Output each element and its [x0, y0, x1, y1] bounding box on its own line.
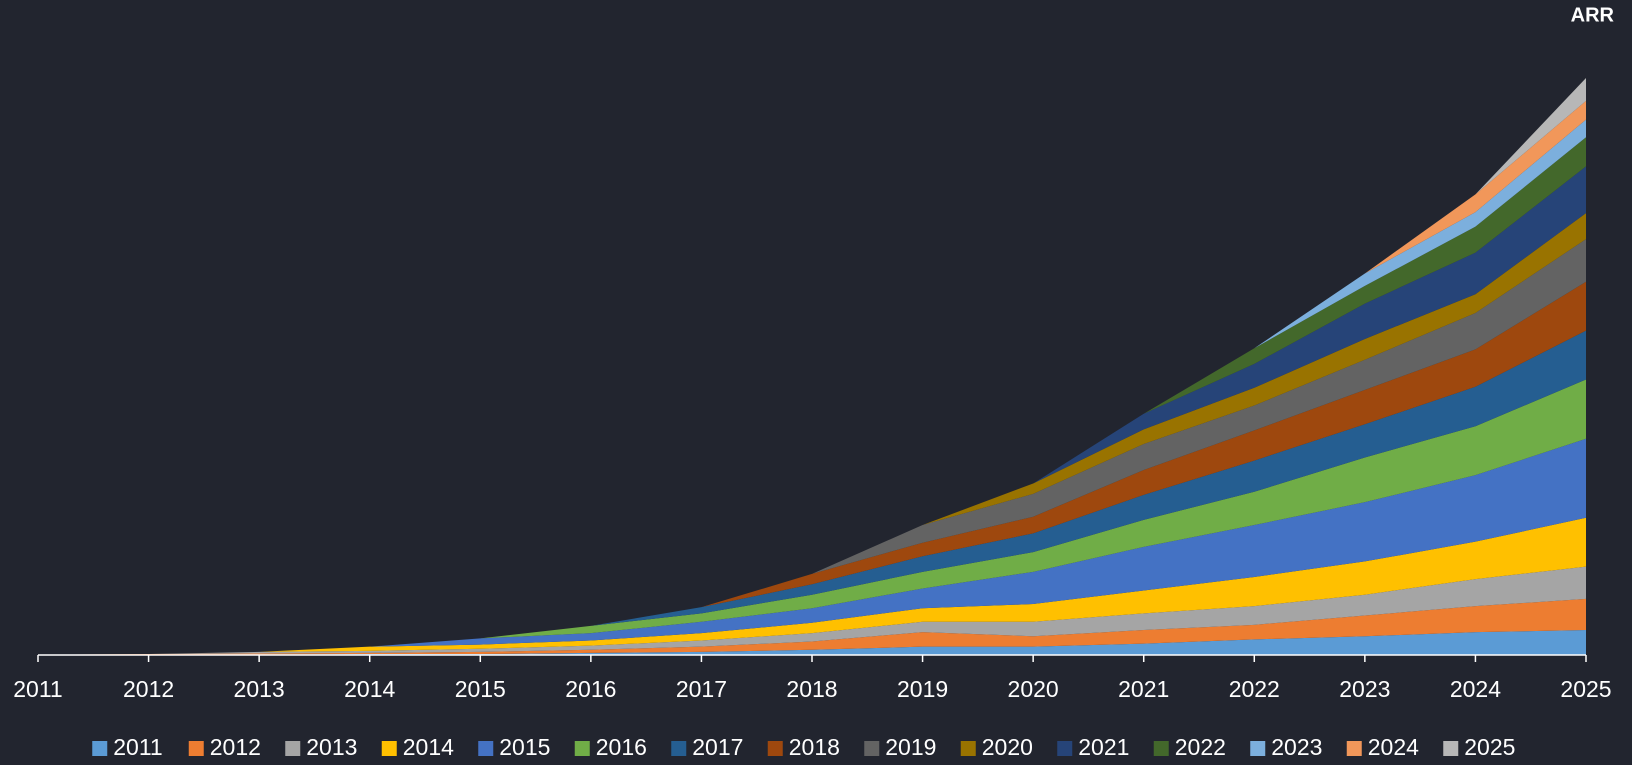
- legend-label: 2019: [885, 734, 936, 760]
- x-tick-label: 2012: [123, 676, 174, 702]
- legend-swatch: [960, 741, 976, 756]
- legend-label: 2013: [306, 734, 357, 760]
- legend-swatch: [864, 741, 880, 756]
- area: [38, 379, 1586, 655]
- legend-label: 2025: [1464, 734, 1515, 760]
- x-tick-label: 2014: [344, 676, 395, 702]
- legend-label: 2014: [403, 734, 454, 760]
- x-tick-label: 2016: [565, 676, 616, 702]
- x-tick-label: 2017: [676, 676, 727, 702]
- legend-label: 2023: [1271, 734, 1322, 760]
- x-tick-label: 2011: [13, 676, 62, 702]
- legend-swatch: [1057, 741, 1073, 756]
- area: [38, 438, 1586, 655]
- legend-label: 2012: [210, 734, 261, 760]
- legend-label: 2015: [499, 734, 550, 760]
- legend-label: 2024: [1368, 734, 1419, 760]
- x-tick-label: 2020: [1008, 676, 1059, 702]
- legend-swatch: [1443, 741, 1459, 756]
- legend-swatch: [478, 741, 494, 756]
- area: [38, 517, 1586, 655]
- x-tick-label: 2024: [1450, 676, 1501, 702]
- x-tick-label: 2018: [786, 676, 837, 702]
- legend-swatch: [1346, 741, 1362, 756]
- legend-swatch: [381, 741, 397, 756]
- legend-label: 2020: [982, 734, 1033, 760]
- legend-label: 2011: [113, 734, 162, 760]
- x-tick-label: 2023: [1339, 676, 1390, 702]
- x-tick-label: 2015: [455, 676, 506, 702]
- legend-swatch: [92, 741, 108, 756]
- legend-label: 2022: [1175, 734, 1226, 760]
- legend-swatch: [671, 741, 687, 756]
- x-tick-label: 2019: [897, 676, 948, 702]
- x-tick-label: 2013: [234, 676, 285, 702]
- area: [38, 598, 1586, 655]
- legend-swatch: [1250, 741, 1266, 756]
- x-tick-label: 2025: [1560, 676, 1611, 702]
- legend-swatch: [188, 741, 204, 756]
- legend-swatch: [1153, 741, 1169, 756]
- x-tick-label: 2021: [1118, 676, 1169, 702]
- area: [38, 566, 1586, 655]
- legend-label: 2018: [789, 734, 840, 760]
- area: [38, 330, 1586, 655]
- legend-label: 2021: [1078, 734, 1129, 760]
- legend-swatch: [767, 741, 783, 756]
- legend-swatch: [574, 741, 590, 756]
- chart-title: ARR: [1571, 4, 1615, 26]
- legend-label: 2016: [596, 734, 647, 760]
- legend-swatch: [285, 741, 301, 756]
- area: [38, 630, 1586, 655]
- legend-label: 2017: [692, 734, 743, 760]
- area: [38, 281, 1586, 655]
- x-tick-label: 2022: [1229, 676, 1280, 702]
